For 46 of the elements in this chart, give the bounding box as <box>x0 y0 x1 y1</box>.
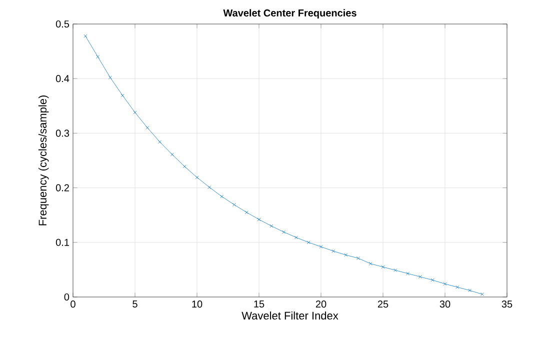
point <box>456 285 460 289</box>
point <box>120 94 124 98</box>
chart-title: Wavelet Center Frequencies <box>223 9 356 18</box>
y-axis-title: Frequency (cycles/sample) <box>38 95 49 226</box>
y-tick-label: 0.3 <box>56 130 70 137</box>
point <box>244 210 248 214</box>
x-tick-label: 30 <box>440 300 450 308</box>
x-tick-label: 25 <box>378 300 388 308</box>
point <box>332 249 336 253</box>
point <box>195 176 199 180</box>
point <box>344 253 348 257</box>
point <box>394 268 398 272</box>
point <box>282 230 286 234</box>
point <box>406 272 410 276</box>
y-tick-label: 0.1 <box>56 238 69 246</box>
point <box>430 278 434 282</box>
point <box>146 126 150 130</box>
x-tick-label: 5 <box>132 300 138 308</box>
x-tick-label: 10 <box>192 300 202 308</box>
point <box>294 236 298 240</box>
point <box>232 202 236 206</box>
point <box>418 275 422 279</box>
point <box>108 76 112 80</box>
point <box>220 194 224 198</box>
point <box>356 256 360 260</box>
x-tick-label: 0 <box>70 300 76 308</box>
y-tick-label: 0.4 <box>56 75 70 82</box>
point <box>96 55 100 59</box>
point <box>133 110 137 114</box>
x-tick-label: 15 <box>254 300 264 308</box>
point <box>443 282 447 286</box>
point <box>368 262 372 266</box>
point <box>306 240 310 244</box>
point <box>270 224 274 228</box>
point <box>208 186 212 190</box>
y-tick-label: 0.5 <box>56 20 70 28</box>
point <box>170 152 174 156</box>
point <box>319 245 323 249</box>
y-tick-label: 0.2 <box>56 184 69 192</box>
x-tick-label: 20 <box>316 300 326 308</box>
point <box>468 288 472 292</box>
x-tick-label: 35 <box>502 300 512 308</box>
x-axis-title: Wavelet Filter Index <box>242 311 338 320</box>
point <box>182 164 186 168</box>
point <box>158 140 162 144</box>
y-tick-label: 0 <box>64 293 70 301</box>
